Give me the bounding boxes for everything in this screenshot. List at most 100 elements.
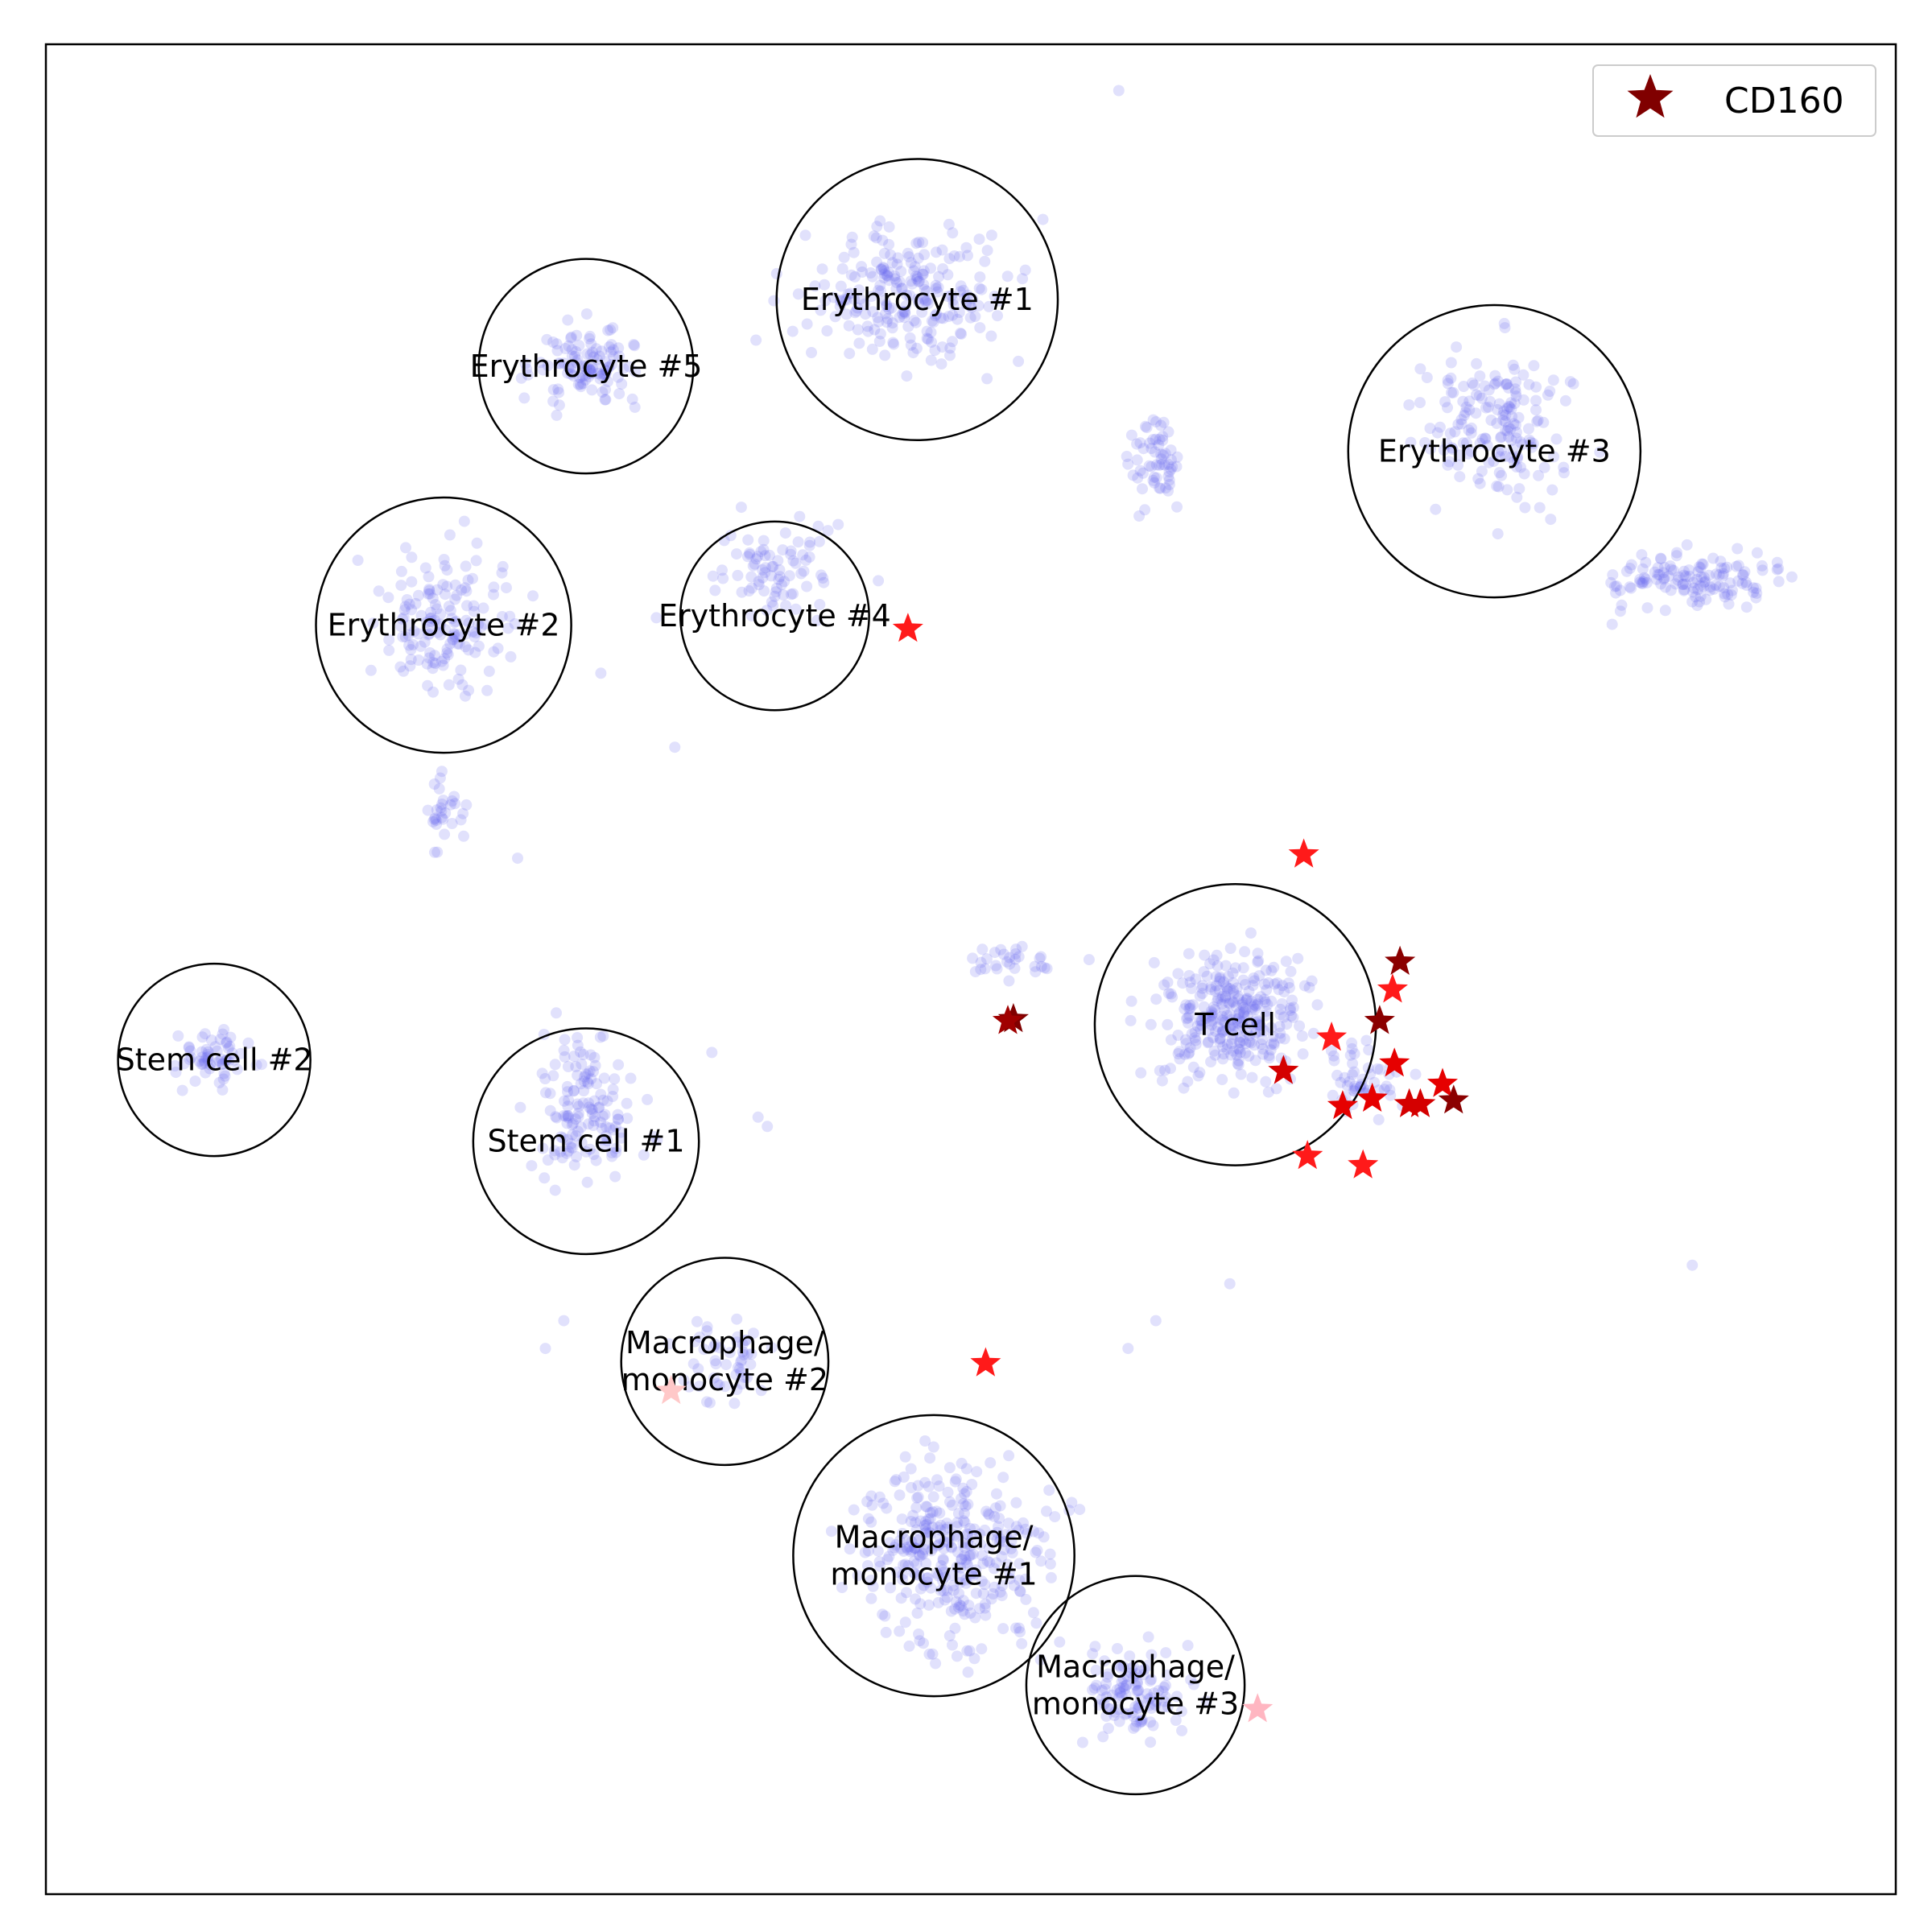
cell-point [1145,1716,1157,1728]
cell-point [897,1574,909,1586]
cell-point [1148,956,1160,968]
cell-point [983,1542,995,1554]
cell-point [585,1103,597,1115]
cell-point [1655,578,1667,590]
cell-point [764,549,775,561]
cell-point [1175,1705,1187,1717]
cell-point [580,374,592,386]
cell-point [1670,578,1682,590]
cell-point [1150,416,1162,427]
cell-point [836,263,848,275]
cell-point [1209,1004,1221,1016]
cell-point [1285,965,1297,977]
cell-point [1502,421,1514,433]
cell-point [1544,386,1556,397]
cell-point [954,1577,966,1588]
cell-point [1210,971,1222,983]
cell-point [1029,960,1041,972]
cell-point [997,1623,1009,1635]
cell-point [572,1098,584,1110]
cell-point [1087,1684,1099,1696]
cell-point [606,1150,618,1162]
cell-point [913,297,924,309]
cell-point [1001,1529,1012,1541]
cell-point [1212,960,1224,972]
cell-point [927,316,939,328]
cell-point [958,292,970,304]
cell-point [873,336,886,347]
cell-point [709,1339,721,1350]
cell-point [959,1488,971,1500]
cell-point [601,376,613,388]
cell-point [913,237,925,248]
cell-point [1257,1048,1269,1060]
cell-point [458,515,470,527]
cell-point [1120,1679,1132,1691]
cell-point [1532,415,1544,427]
cell-point [1771,556,1783,568]
cell-point [1455,418,1468,430]
cell-point [1268,1038,1280,1051]
cell-point [470,627,482,639]
cell-point [578,1085,590,1096]
cell-point [1517,394,1530,406]
cell-point [1503,431,1514,443]
cell-point [1135,1665,1147,1677]
cell-point [1384,1084,1396,1096]
cell-point [509,618,521,630]
cell-point [458,830,469,842]
cell-point [1113,1715,1125,1728]
cell-point [906,1536,918,1547]
cell-point [565,368,577,380]
cell-point [947,336,958,348]
cell-point [954,1599,966,1611]
cell-point [549,1149,561,1161]
cell-point [596,369,608,382]
cluster-label: Erythrocyte #1 [801,282,1034,317]
cell-point [1090,1679,1102,1691]
cell-point [452,629,464,641]
cell-point [1240,1003,1252,1015]
cell-point [558,1315,570,1327]
cell-point [1119,1683,1131,1695]
cell-point [586,1108,598,1120]
cell-point [1187,1061,1199,1073]
cell-point [975,964,987,976]
cell-point [1503,400,1515,412]
cell-point [1135,1067,1147,1079]
cell-point [935,1584,947,1596]
cell-point [1284,1005,1296,1016]
cell-point [1274,1009,1286,1021]
cell-point [1194,1014,1206,1026]
cell-point [923,1599,935,1611]
cell-point [566,344,578,356]
cell-point [835,280,847,292]
cell-point [1097,1731,1109,1743]
cell-point [1703,569,1715,581]
cell-point [1507,444,1519,456]
cell-point [1381,1080,1393,1092]
cell-point [1211,949,1223,961]
cell-point [908,265,920,277]
cell-point [819,295,832,307]
cell-point [1183,970,1195,981]
cell-point [1163,479,1175,490]
cell-point [1748,586,1760,598]
cell-point [1505,452,1517,464]
cell-point [1236,1017,1249,1029]
cell-point [910,1542,923,1554]
cell-point [1231,1049,1243,1061]
cell-point [798,565,810,577]
cell-point [184,1054,196,1065]
cell-point [1719,588,1730,600]
cell-point [844,1543,856,1555]
cd160-star [1438,1084,1469,1114]
cell-point [407,638,419,650]
cell-point [922,295,934,307]
cell-point [1614,584,1626,597]
cell-point [1736,569,1748,581]
plot-frame [44,43,1897,1896]
cell-point [1209,1026,1221,1038]
cell-point [1003,1517,1014,1530]
cell-point [570,1130,582,1141]
